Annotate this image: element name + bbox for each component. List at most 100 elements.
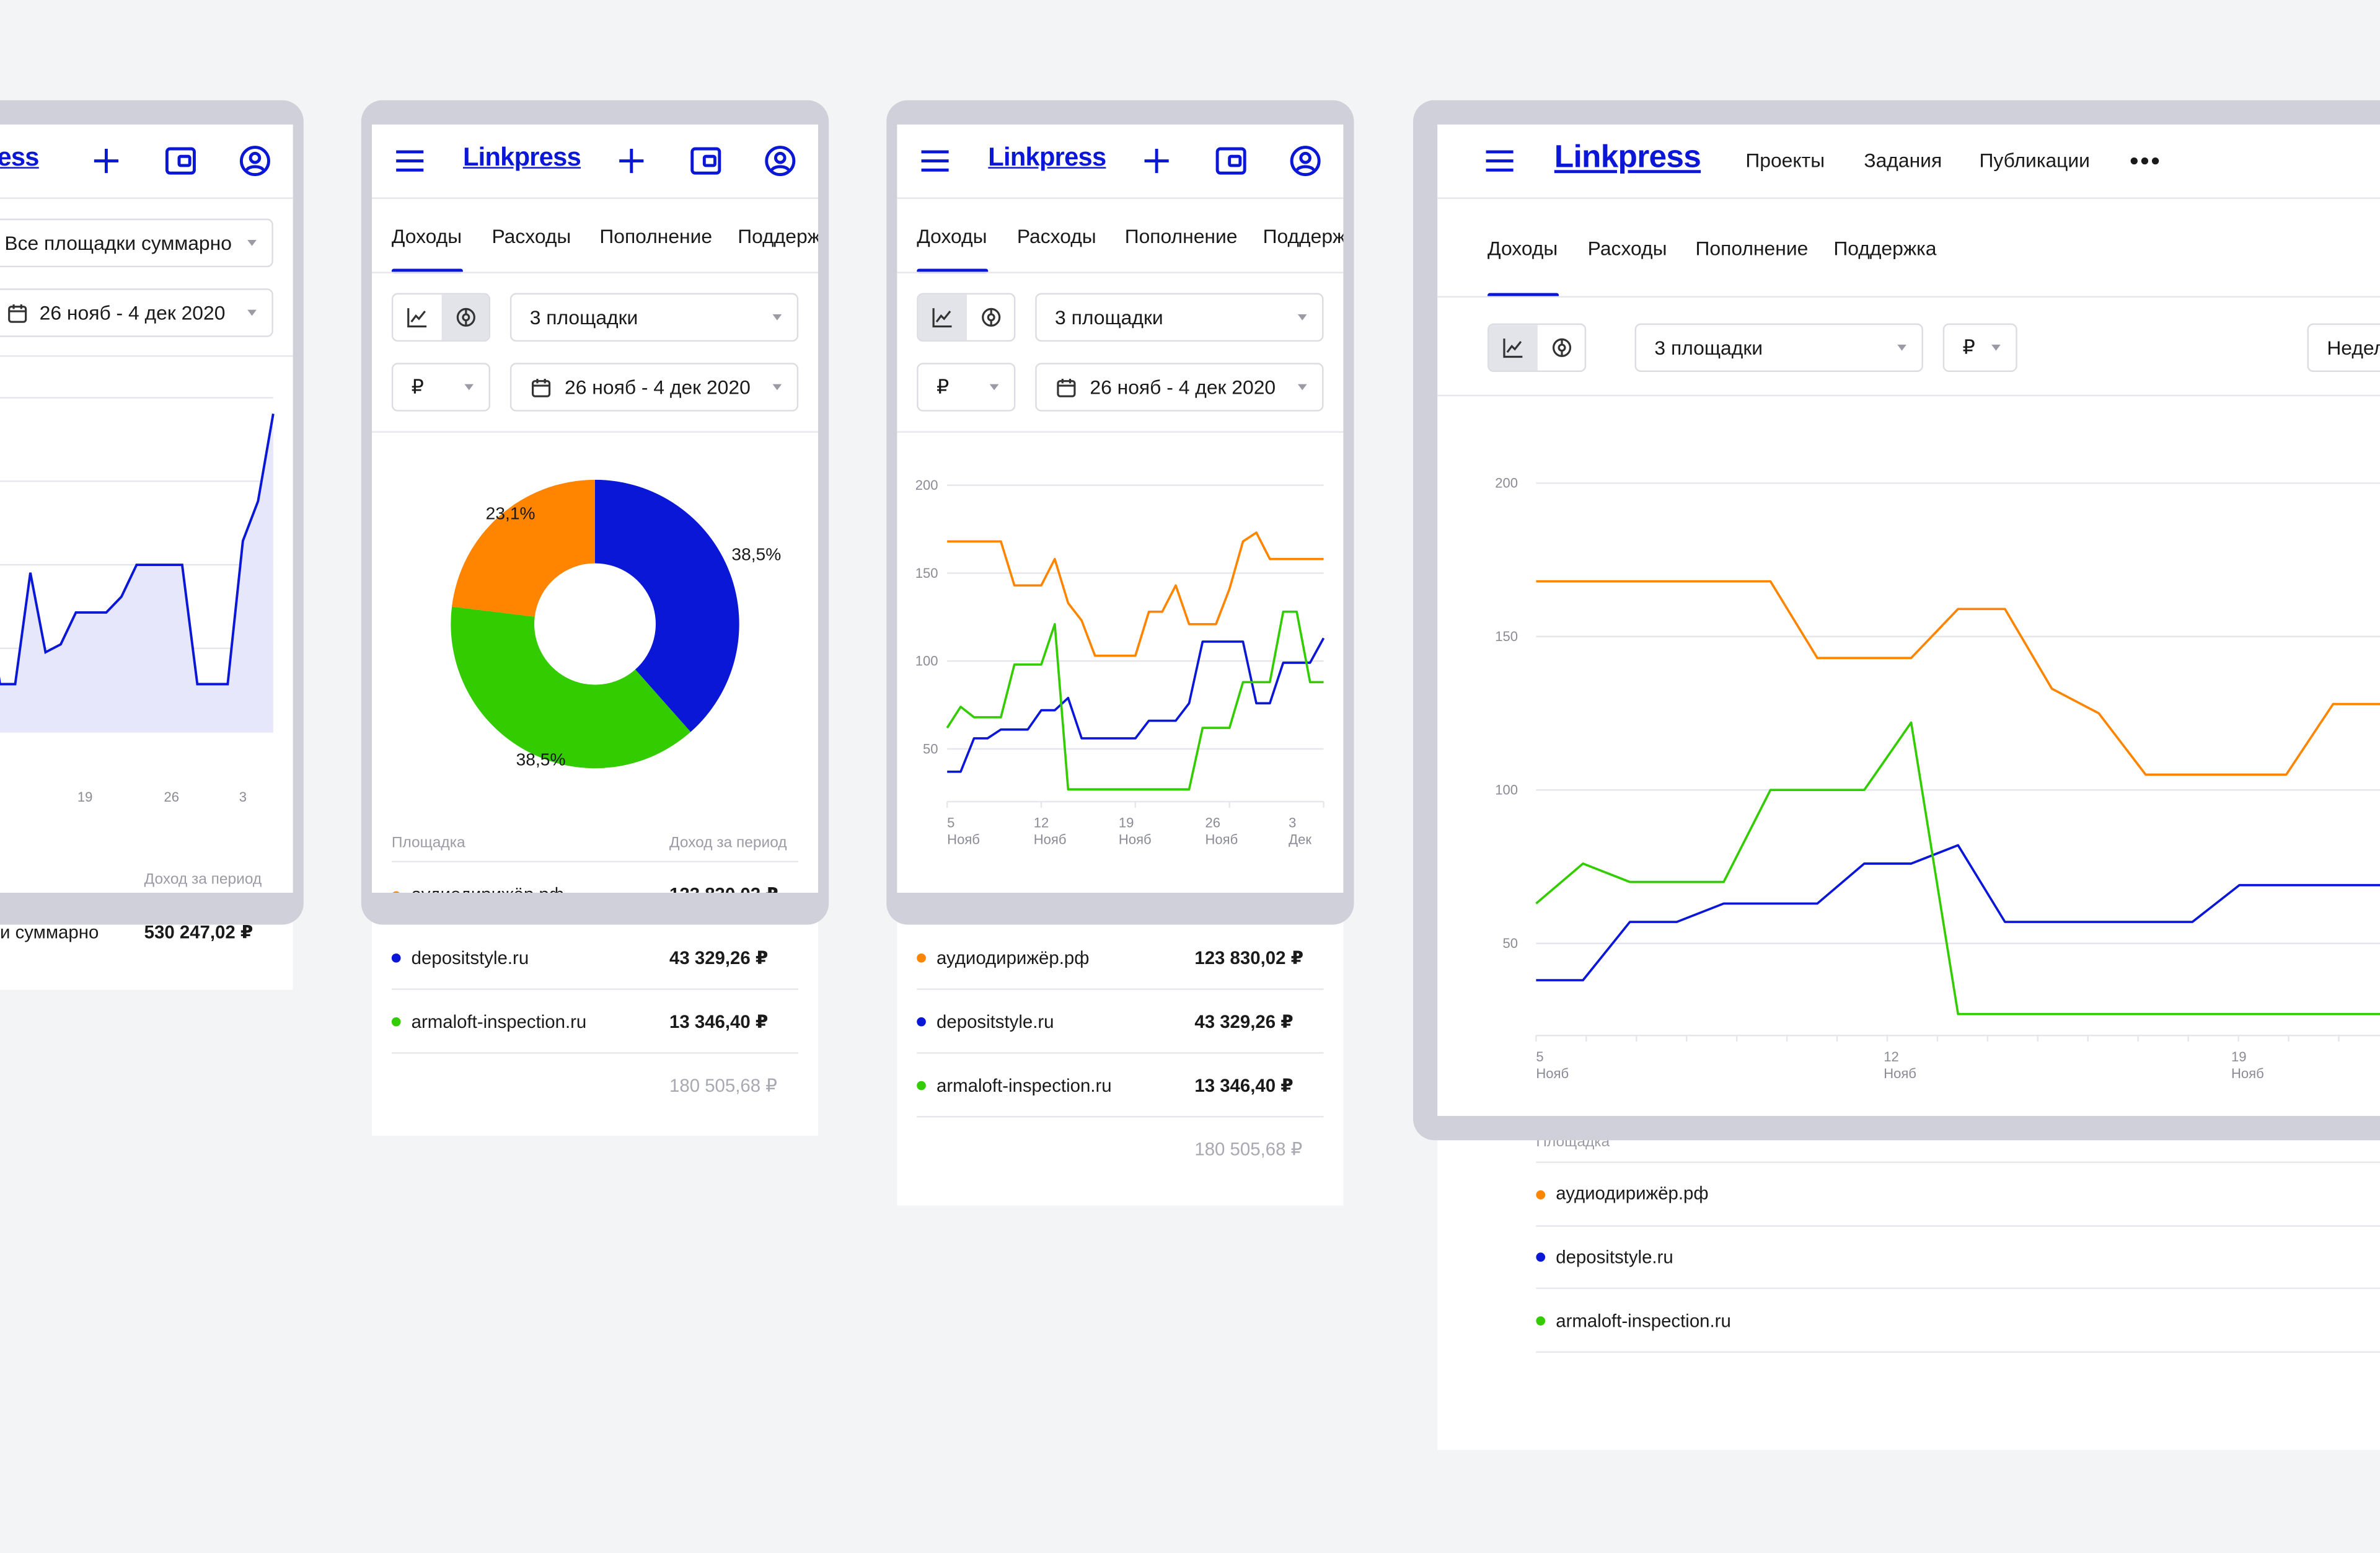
- series-line: [1535, 721, 2380, 1015]
- line-chart-option[interactable]: [918, 294, 967, 340]
- pie-chart-option[interactable]: [967, 294, 1014, 340]
- series-line: [1536, 844, 2380, 981]
- menu-icon[interactable]: [920, 149, 950, 173]
- line-chart-option[interactable]: [1489, 325, 1538, 371]
- sites-select[interactable]: 3 площадки: [509, 293, 799, 342]
- date-select[interactable]: 26 нояб - 4 дек 2020: [0, 288, 273, 337]
- wallet-icon[interactable]: [1214, 144, 1248, 178]
- x-tick-label: 19: [1119, 815, 1134, 831]
- tab-income[interactable]: Доходы: [917, 224, 987, 248]
- app-logo[interactable]: Linkpress: [988, 143, 1106, 172]
- tab-expenses[interactable]: Расходы: [1016, 224, 1096, 248]
- row-divider: [1536, 1161, 2380, 1163]
- legend-dot: [917, 1081, 926, 1091]
- menu-icon[interactable]: [395, 149, 425, 173]
- income-line-chart: 50 100 150 200 5 Нояб 12 Нояб 19 Нояб: [1495, 476, 2380, 1081]
- date-select[interactable]: 26 нояб - 4 дек 2020: [1035, 363, 1324, 412]
- sites-select-label: 3 площадки: [1654, 336, 1763, 360]
- tab-topup[interactable]: Пополнение: [1124, 224, 1238, 248]
- x-tick-label: 12: [1034, 815, 1049, 831]
- app-logo[interactable]: Linkpress: [1554, 139, 1701, 175]
- series-line: [947, 637, 1325, 773]
- plus-icon[interactable]: [91, 146, 121, 176]
- site-name: аудиодирижёр.рф: [412, 883, 564, 893]
- x-tick-label: Нояб: [947, 832, 980, 847]
- tab-support[interactable]: Поддерж: [738, 224, 819, 248]
- chart-type-toggle[interactable]: [391, 293, 491, 342]
- plus-icon[interactable]: [616, 146, 646, 176]
- x-tick-label: 26: [1205, 815, 1221, 831]
- app-logo[interactable]: Linkpress: [0, 143, 39, 172]
- tab-expenses[interactable]: Расходы: [1587, 237, 1667, 260]
- date-select[interactable]: 26 нояб - 4 дек 2020: [509, 363, 799, 412]
- filters-divider: [0, 355, 293, 357]
- sites-select-label: 3 площадки: [529, 306, 638, 329]
- nav-tasks[interactable]: Задания: [1864, 149, 1942, 172]
- row-divider: [1536, 1351, 2380, 1353]
- pie-chart-icon: [982, 308, 1001, 327]
- period-select[interactable]: Недел: [2307, 323, 2380, 373]
- x-tick-label: 3: [239, 789, 247, 805]
- site-amount: 123 830,02 ₽: [669, 883, 778, 893]
- currency-select[interactable]: ₽: [391, 363, 491, 412]
- header-divider: [1437, 197, 2380, 199]
- user-icon[interactable]: [1289, 144, 1322, 178]
- tab-topup[interactable]: Пополнение: [1695, 237, 1809, 260]
- legend-dot: [1536, 1252, 1546, 1262]
- wallet-icon[interactable]: [689, 144, 723, 178]
- app-logo[interactable]: Linkpress: [462, 143, 581, 172]
- x-tick-label: 19: [2231, 1049, 2247, 1064]
- chart-type-toggle[interactable]: [917, 293, 1016, 342]
- user-icon[interactable]: [764, 144, 797, 178]
- header-divider: [372, 197, 819, 199]
- y-tick-label: 50: [1502, 936, 1518, 951]
- y-tick-label: 150: [915, 565, 938, 581]
- sites-select[interactable]: Все площадки суммарно: [0, 218, 273, 268]
- filters-divider: [897, 431, 1344, 433]
- chart-type-toggle[interactable]: [1488, 323, 1587, 373]
- tab-expenses[interactable]: Расходы: [491, 224, 571, 248]
- pie-chart-icon: [456, 308, 475, 327]
- active-tab-indicator: [917, 268, 989, 273]
- pie-slice: [451, 606, 691, 769]
- legend-dot: [917, 1017, 926, 1027]
- chevron-down-icon: [1991, 344, 2001, 351]
- line-chart-option[interactable]: [393, 294, 441, 340]
- chevron-down-icon: [247, 239, 257, 246]
- pie-chart-option[interactable]: [1538, 325, 1585, 370]
- y-tick-label: 200: [915, 477, 938, 493]
- legend-dot: [391, 891, 401, 893]
- total-amount: 180 505,68 ₽: [669, 1074, 777, 1097]
- sites-select[interactable]: 3 площадки: [1035, 293, 1324, 342]
- nav-projects[interactable]: Проекты: [1745, 149, 1825, 172]
- x-tick-label: 19: [77, 789, 93, 805]
- x-tick-label: Нояб: [0, 806, 1, 808]
- nav-publications[interactable]: Публикации: [1979, 149, 2090, 172]
- pie-slice-label: 38,5%: [731, 545, 781, 564]
- panel-1-screen: Linkpress Все площадки суммарно 26 нояб …: [0, 124, 293, 893]
- tab-topup[interactable]: Пополнение: [599, 224, 713, 248]
- user-icon[interactable]: [238, 144, 271, 178]
- more-icon[interactable]: [2130, 156, 2160, 166]
- legend-dot: [917, 953, 926, 963]
- currency-select[interactable]: ₽: [917, 363, 1016, 412]
- wallet-icon[interactable]: [164, 144, 197, 178]
- tab-income[interactable]: Доходы: [391, 224, 462, 248]
- x-tick-label: 5: [947, 815, 954, 831]
- x-tick-label: 26: [164, 789, 179, 805]
- site-amount: 13 346,40 ₽: [1194, 1074, 1294, 1097]
- tab-support[interactable]: Поддерж: [1263, 224, 1344, 248]
- currency-select[interactable]: ₽: [1942, 323, 2017, 373]
- sites-select[interactable]: 3 площадки: [1634, 323, 1923, 373]
- site-name: armaloft-inspection.ru: [411, 1011, 587, 1033]
- plus-icon[interactable]: [1142, 146, 1172, 176]
- row-divider: [917, 1052, 1324, 1054]
- header-divider: [897, 197, 1344, 199]
- menu-icon[interactable]: [1484, 149, 1515, 173]
- pie-chart-option[interactable]: [441, 294, 489, 340]
- currency-select-label: ₽: [411, 374, 424, 398]
- line-chart-icon: [932, 308, 952, 328]
- tab-income[interactable]: Доходы: [1488, 237, 1558, 260]
- tab-support[interactable]: Поддержка: [1833, 237, 1937, 260]
